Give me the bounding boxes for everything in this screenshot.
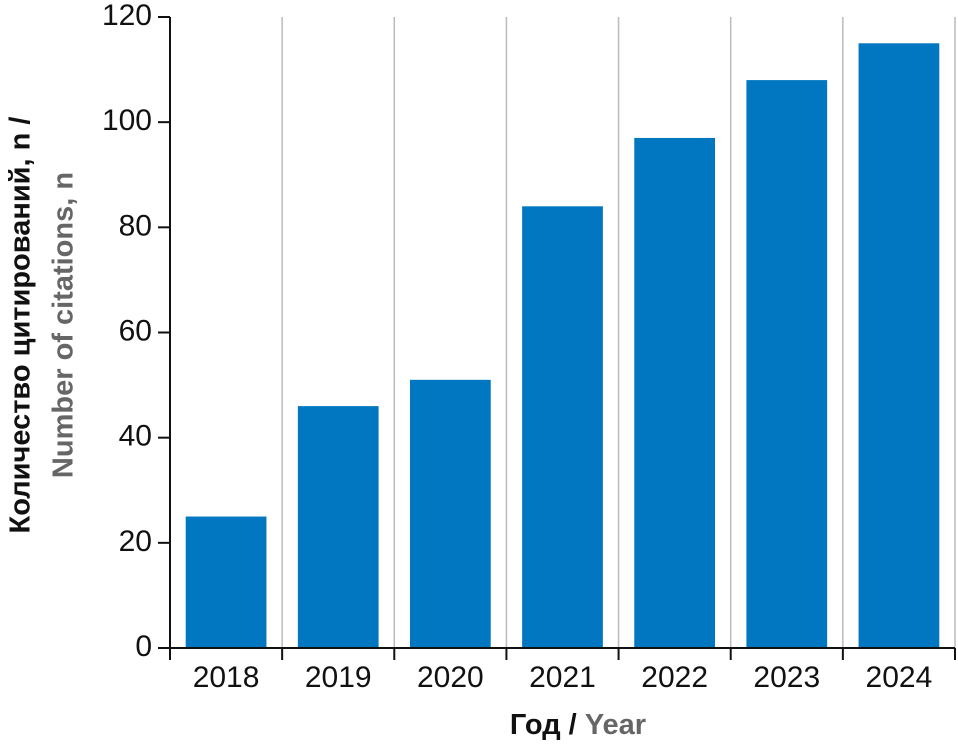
y-tick-label: 20 xyxy=(119,525,152,558)
x-tick-label: 2021 xyxy=(529,661,596,694)
x-label-ru: Год / xyxy=(510,709,577,741)
bar xyxy=(297,406,379,648)
y-axis-label-ru: Количество цитирований, n / xyxy=(5,117,37,534)
x-tick-label: 2022 xyxy=(641,661,708,694)
x-label-en: Year xyxy=(585,709,646,741)
x-tick-label: 2023 xyxy=(753,661,820,694)
y-tick-label: 80 xyxy=(119,209,152,242)
x-tick-label: 2024 xyxy=(866,661,933,694)
bar xyxy=(409,379,491,648)
y-tick-label: 100 xyxy=(102,104,152,137)
x-tick-label: 2018 xyxy=(193,661,260,694)
x-tick-label: 2020 xyxy=(417,661,484,694)
x-axis-label: Год / Year xyxy=(510,709,646,741)
bar xyxy=(858,43,940,648)
y-tick-label: 0 xyxy=(135,630,152,663)
bar xyxy=(185,516,267,648)
bar xyxy=(746,80,828,649)
x-tick-label: 2019 xyxy=(305,661,372,694)
y-tick-label: 60 xyxy=(119,314,152,347)
y-tick-label: 120 xyxy=(102,0,152,32)
y-axis-label-en: Number of citations, n xyxy=(48,172,80,478)
bar xyxy=(634,137,716,649)
y-tick-label: 40 xyxy=(119,420,152,453)
bar xyxy=(522,206,603,649)
